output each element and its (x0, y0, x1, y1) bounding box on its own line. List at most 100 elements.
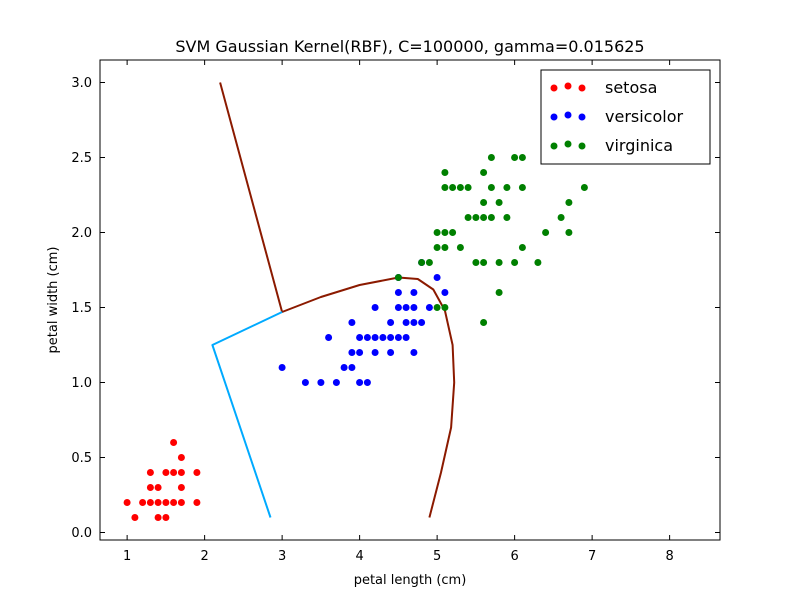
y-axis-ticks: 0.0 0.5 1.0 1.5 2.0 2.5 3.0 (71, 76, 720, 541)
point-virginica-14 (456, 184, 464, 191)
point-virginica-2 (425, 259, 433, 266)
point-versicolor-26 (402, 319, 410, 326)
point-versicolor-12 (363, 379, 371, 386)
x-axis-ticks: 1 2 3 4 5 6 7 8 (123, 60, 674, 564)
legend-marker-versicolor (550, 111, 586, 121)
y-tick-label-1.5: 1.5 (71, 301, 92, 316)
point-virginica-0 (394, 274, 402, 281)
point-virginica-29 (495, 199, 503, 206)
point-versicolor-13 (363, 334, 371, 341)
point-setosa-19 (193, 499, 201, 506)
point-versicolor-28 (410, 349, 418, 356)
point-versicolor-1 (301, 379, 309, 386)
point-virginica-5 (433, 229, 441, 236)
point-versicolor-35 (433, 274, 441, 281)
point-virginica-40 (565, 229, 573, 236)
point-setosa-7 (154, 499, 162, 506)
point-setosa-13 (170, 469, 178, 476)
point-versicolor-25 (402, 334, 410, 341)
point-virginica-25 (487, 184, 495, 191)
point-virginica-7 (441, 244, 449, 251)
point-versicolor-34 (425, 304, 433, 311)
point-versicolor-27 (402, 304, 410, 311)
x-tick-label-2: 2 (200, 549, 208, 564)
point-virginica-16 (464, 184, 472, 191)
point-virginica-1 (418, 259, 426, 266)
point-virginica-4 (433, 244, 441, 251)
legend-dot-versicolor-2 (578, 113, 586, 121)
point-virginica-36 (518, 154, 526, 161)
y-tick-label-2.0: 2.0 (71, 226, 92, 241)
decision-boundaries (211, 82, 456, 518)
point-virginica-13 (456, 244, 464, 251)
point-virginica-30 (503, 214, 511, 221)
point-versicolor-4 (332, 379, 340, 386)
point-virginica-19 (480, 319, 488, 326)
legend-dot-virginica-1 (564, 140, 572, 148)
point-setosa-8 (154, 484, 162, 491)
point-versicolor-3 (325, 334, 333, 341)
point-setosa-10 (162, 499, 170, 506)
point-versicolor-0 (278, 364, 286, 371)
point-virginica-37 (534, 259, 542, 266)
point-versicolor-20 (387, 319, 395, 326)
point-virginica-9 (441, 184, 449, 191)
point-virginica-35 (518, 184, 526, 191)
point-virginica-21 (480, 214, 488, 221)
point-virginica-22 (480, 199, 488, 206)
point-versicolor-18 (387, 349, 395, 356)
point-versicolor-6 (348, 364, 356, 371)
point-setosa-11 (162, 469, 170, 476)
point-versicolor-10 (356, 349, 364, 356)
point-virginica-31 (503, 184, 511, 191)
point-versicolor-23 (394, 289, 402, 296)
point-virginica-32 (511, 259, 519, 266)
y-tick-label-0.0: 0.0 (71, 526, 92, 541)
point-virginica-11 (449, 229, 457, 236)
legend-dot-virginica-2 (578, 142, 586, 150)
point-versicolor-11 (356, 334, 364, 341)
legend-marker-setosa (550, 82, 586, 92)
point-virginica-10 (441, 169, 449, 176)
point-setosa-1 (131, 514, 139, 521)
x-tick-label-1: 1 (123, 549, 131, 564)
point-virginica-3 (433, 304, 441, 311)
x-tick-label-3: 3 (278, 549, 286, 564)
point-versicolor-16 (371, 304, 379, 311)
point-virginica-38 (542, 229, 550, 236)
point-virginica-28 (495, 259, 503, 266)
point-versicolor-30 (410, 304, 418, 311)
point-setosa-6 (154, 514, 162, 521)
point-virginica-26 (487, 154, 495, 161)
point-virginica-20 (480, 259, 488, 266)
point-setosa-17 (177, 469, 185, 476)
point-versicolor-17 (379, 334, 387, 341)
point-versicolor-31 (410, 289, 418, 296)
legend-label-setosa: setosa (605, 78, 657, 97)
x-tick-label-5: 5 (433, 549, 441, 564)
x-tick-label-4: 4 (355, 549, 363, 564)
point-versicolor-32 (418, 319, 426, 326)
point-virginica-6 (441, 304, 449, 311)
point-virginica-18 (472, 214, 480, 221)
point-virginica-8 (441, 229, 449, 236)
point-virginica-39 (557, 214, 565, 221)
point-versicolor-2 (317, 379, 325, 386)
legend-dot-versicolor-1 (564, 111, 572, 119)
y-tick-label-2.5: 2.5 (71, 151, 92, 166)
legend-dot-virginica-0 (550, 142, 558, 150)
point-versicolor-8 (348, 319, 356, 326)
point-virginica-23 (480, 169, 488, 176)
point-virginica-15 (464, 214, 472, 221)
point-versicolor-7 (348, 349, 356, 356)
y-tick-label-0.5: 0.5 (71, 451, 92, 466)
point-setosa-14 (170, 439, 178, 446)
point-versicolor-29 (410, 319, 418, 326)
point-versicolor-36 (441, 289, 449, 296)
data-points (123, 154, 588, 521)
x-axis-label: petal length (cm) (354, 573, 467, 588)
point-virginica-41 (565, 199, 573, 206)
point-versicolor-22 (394, 304, 402, 311)
point-setosa-12 (170, 499, 178, 506)
